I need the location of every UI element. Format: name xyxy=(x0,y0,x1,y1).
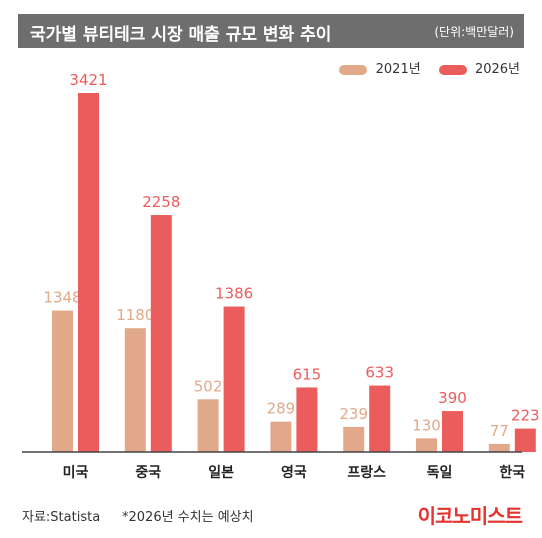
bar-1-2 xyxy=(223,306,245,452)
data-label-1-5: 390 xyxy=(438,389,467,407)
data-label-0-6: 77 xyxy=(490,422,509,440)
legend: 2021년 2026년 xyxy=(325,58,520,77)
category-label-3: 영국 xyxy=(281,464,307,481)
bar-0-2 xyxy=(197,399,219,452)
legend-label-2026: 2026년 xyxy=(474,62,520,77)
data-label-0-4: 239 xyxy=(339,405,368,423)
bar-0-4 xyxy=(343,426,365,452)
legend-label-2021: 2021년 xyxy=(375,62,421,77)
bar-1-6 xyxy=(514,428,536,452)
bar-0-1 xyxy=(124,328,146,452)
bar-1-0 xyxy=(78,93,99,452)
data-label-1-1: 2258 xyxy=(142,193,180,211)
bar-1-1 xyxy=(150,215,172,452)
legend-item-2026: 2026년 xyxy=(438,58,520,77)
data-label-0-3: 289 xyxy=(267,400,296,418)
bar-0-0 xyxy=(52,310,73,452)
data-label-0-1: 1180 xyxy=(116,306,154,324)
bar-0-5 xyxy=(416,438,437,452)
data-label-1-2: 1386 xyxy=(215,285,253,303)
category-label-5: 독일 xyxy=(427,465,453,481)
bar-0-6 xyxy=(488,443,510,452)
bar-1-4 xyxy=(369,385,391,452)
unit-label: (단위:백만달러) xyxy=(434,25,514,39)
category-label-6: 한국 xyxy=(499,465,525,481)
data-label-1-4: 633 xyxy=(365,364,394,382)
category-label-2: 일본 xyxy=(208,465,234,481)
title-bar: 국가별 뷰티테크 시장 매출 규모 변화 추이 (단위:백만달러) xyxy=(18,14,524,48)
bar-0-3 xyxy=(270,421,292,452)
legend-swatch-2026 xyxy=(438,64,467,75)
bar-1-5 xyxy=(442,411,463,452)
data-label-0-2: 502 xyxy=(194,377,223,395)
chart-title: 국가별 뷰티테크 시장 매출 규모 변화 추이 xyxy=(30,25,332,45)
category-label-4: 프랑스 xyxy=(347,465,386,481)
data-label-1-0: 3421 xyxy=(69,71,107,89)
source-text: 자료:Statista xyxy=(22,510,101,525)
bar-chart: 1348 3421 미국 1180 2258 중국 502 1386 일본 289 615 영국 239… xyxy=(22,71,540,481)
data-label-1-6: 223 xyxy=(511,407,540,425)
legend-swatch-2021 xyxy=(339,64,368,75)
data-label-1-3: 615 xyxy=(293,365,322,383)
category-label-0: 미국 xyxy=(63,465,89,481)
data-label-0-0: 1348 xyxy=(43,289,81,307)
legend-item-2021: 2021년 xyxy=(339,58,421,77)
footnote-text: *2026년 수치는 예상치 xyxy=(122,510,254,525)
brand-logo: 이코노미스트 xyxy=(417,504,523,528)
data-label-0-5: 130 xyxy=(412,416,441,434)
bar-1-3 xyxy=(296,387,318,452)
category-label-1: 중국 xyxy=(135,465,161,481)
